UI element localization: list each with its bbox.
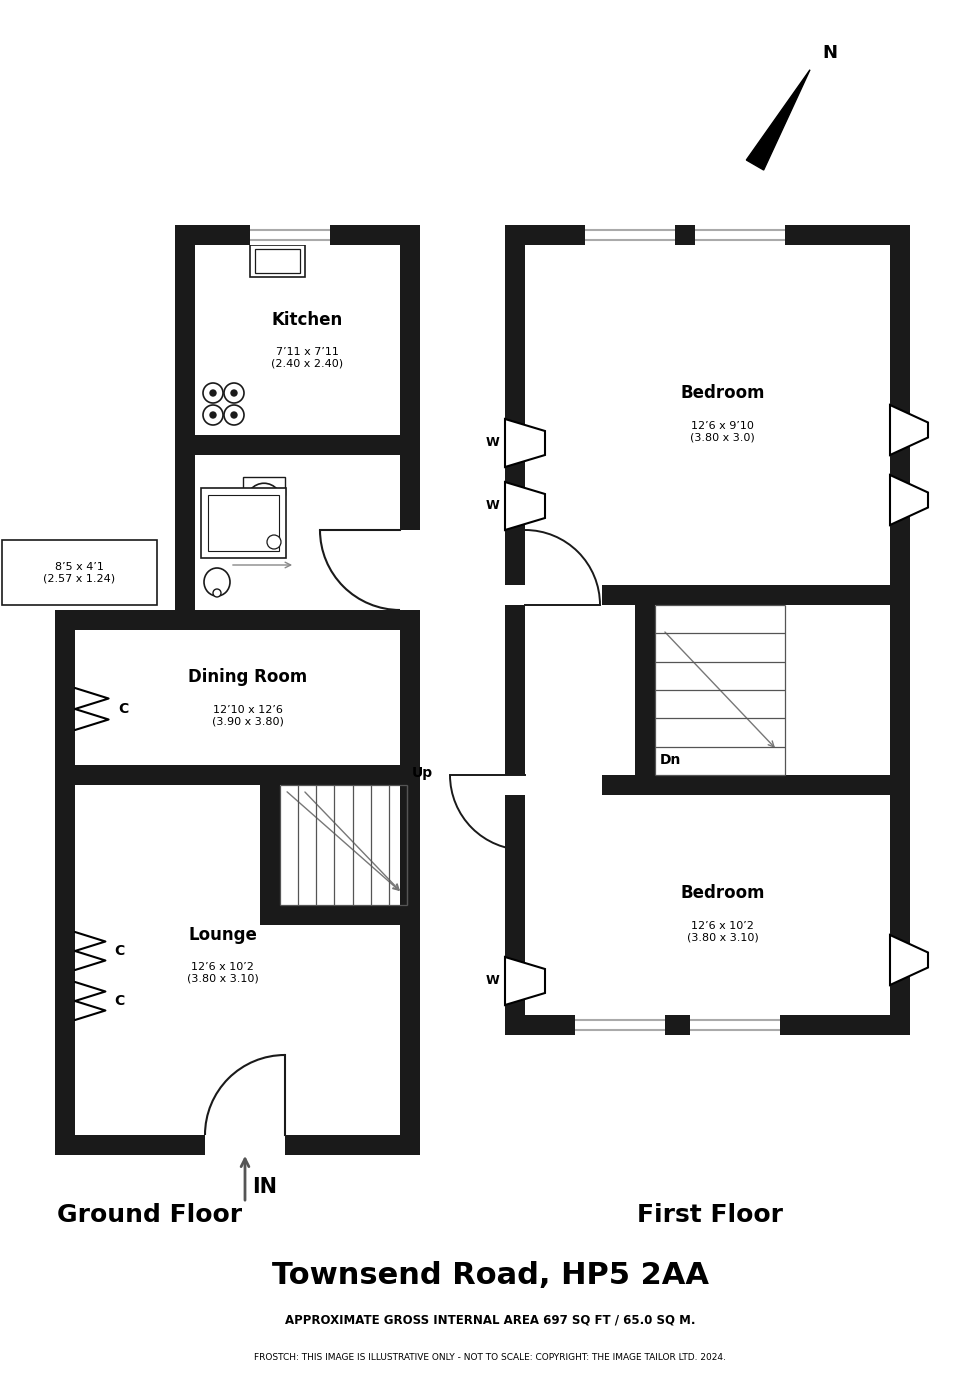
Bar [690, 1015, 780, 1035]
Bar [575, 1015, 665, 1035]
Text: Bedroom: Bedroom [680, 384, 764, 402]
Text: Bedroom: Bedroom [680, 884, 764, 902]
Text: C: C [118, 702, 128, 716]
Polygon shape [890, 935, 928, 985]
Text: C: C [115, 945, 124, 958]
Ellipse shape [204, 568, 230, 596]
Text: Up: Up [412, 766, 433, 780]
Bar [505, 224, 525, 1035]
Text: 8’5 x 4’1
(2.57 x 1.24): 8’5 x 4’1 (2.57 x 1.24) [43, 562, 116, 583]
Text: 12’6 x 10’2
(3.80 x 3.10): 12’6 x 10’2 (3.80 x 3.10) [186, 963, 259, 983]
Bar [695, 224, 785, 245]
Text: W: W [485, 436, 499, 450]
Bar [250, 245, 305, 277]
Bar [175, 609, 420, 630]
Polygon shape [505, 420, 545, 467]
Polygon shape [747, 69, 810, 170]
Text: N: N [822, 44, 837, 62]
Text: Dining Room: Dining Room [188, 669, 307, 687]
Bar [55, 1134, 420, 1155]
Text: W: W [485, 975, 499, 988]
Text: Dn: Dn [660, 753, 681, 767]
Bar [400, 224, 420, 630]
Bar [505, 224, 910, 245]
Bar [890, 224, 910, 1035]
Text: First Floor: First Floor [637, 1204, 783, 1227]
Text: W: W [485, 500, 499, 512]
Bar [505, 584, 910, 605]
Circle shape [213, 589, 221, 597]
Circle shape [210, 411, 216, 418]
Text: IN: IN [252, 1177, 277, 1197]
Circle shape [267, 535, 281, 548]
Bar [175, 224, 195, 456]
Bar [400, 609, 420, 1155]
Text: Kitchen: Kitchen [271, 312, 343, 330]
Bar [205, 1134, 285, 1155]
Circle shape [231, 411, 237, 418]
Polygon shape [890, 404, 928, 456]
Bar [250, 224, 330, 245]
Bar [243, 476, 285, 494]
Bar [201, 488, 286, 558]
Bar [175, 435, 420, 456]
Bar [400, 530, 425, 609]
Bar [175, 224, 420, 245]
Bar [505, 584, 602, 605]
Bar [505, 1015, 910, 1035]
Bar [55, 765, 420, 785]
Ellipse shape [245, 483, 283, 526]
Text: FROSTCH: THIS IMAGE IS ILLUSTRATIVE ONLY - NOT TO SCALE: COPYRIGHT: THE IMAGE TA: FROSTCH: THIS IMAGE IS ILLUSTRATIVE ONLY… [254, 1353, 726, 1361]
Text: Lounge: Lounge [188, 927, 257, 945]
Polygon shape [505, 482, 545, 530]
Bar [255, 249, 300, 273]
Polygon shape [505, 957, 545, 1006]
Bar [585, 224, 675, 245]
Text: APPROXIMATE GROSS INTERNAL AREA 697 SQ FT / 65.0 SQ M.: APPROXIMATE GROSS INTERNAL AREA 697 SQ F… [285, 1313, 695, 1327]
Text: 7’11 x 7’11
(2.40 x 2.40): 7’11 x 7’11 (2.40 x 2.40) [271, 348, 344, 368]
Bar [175, 456, 195, 630]
Bar [635, 584, 785, 605]
Bar [635, 605, 655, 776]
Bar [260, 904, 407, 925]
Circle shape [231, 391, 237, 396]
Text: 12’6 x 9’10
(3.80 x 3.0): 12’6 x 9’10 (3.80 x 3.0) [690, 421, 755, 443]
Bar [505, 776, 602, 795]
Bar [2, 540, 157, 605]
Bar [505, 776, 910, 795]
Bar [208, 494, 279, 551]
Circle shape [210, 391, 216, 396]
Text: 12’6 x 10’2
(3.80 x 3.10): 12’6 x 10’2 (3.80 x 3.10) [687, 921, 759, 943]
Bar [55, 609, 75, 1155]
Text: 12’10 x 12’6
(3.90 x 3.80): 12’10 x 12’6 (3.90 x 3.80) [212, 705, 283, 726]
Text: C: C [115, 994, 124, 1008]
Text: Ground Floor: Ground Floor [58, 1204, 243, 1227]
Text: Townsend Road, HP5 2AA: Townsend Road, HP5 2AA [271, 1260, 709, 1289]
Bar [55, 609, 420, 630]
Polygon shape [890, 475, 928, 525]
Bar [260, 785, 280, 925]
